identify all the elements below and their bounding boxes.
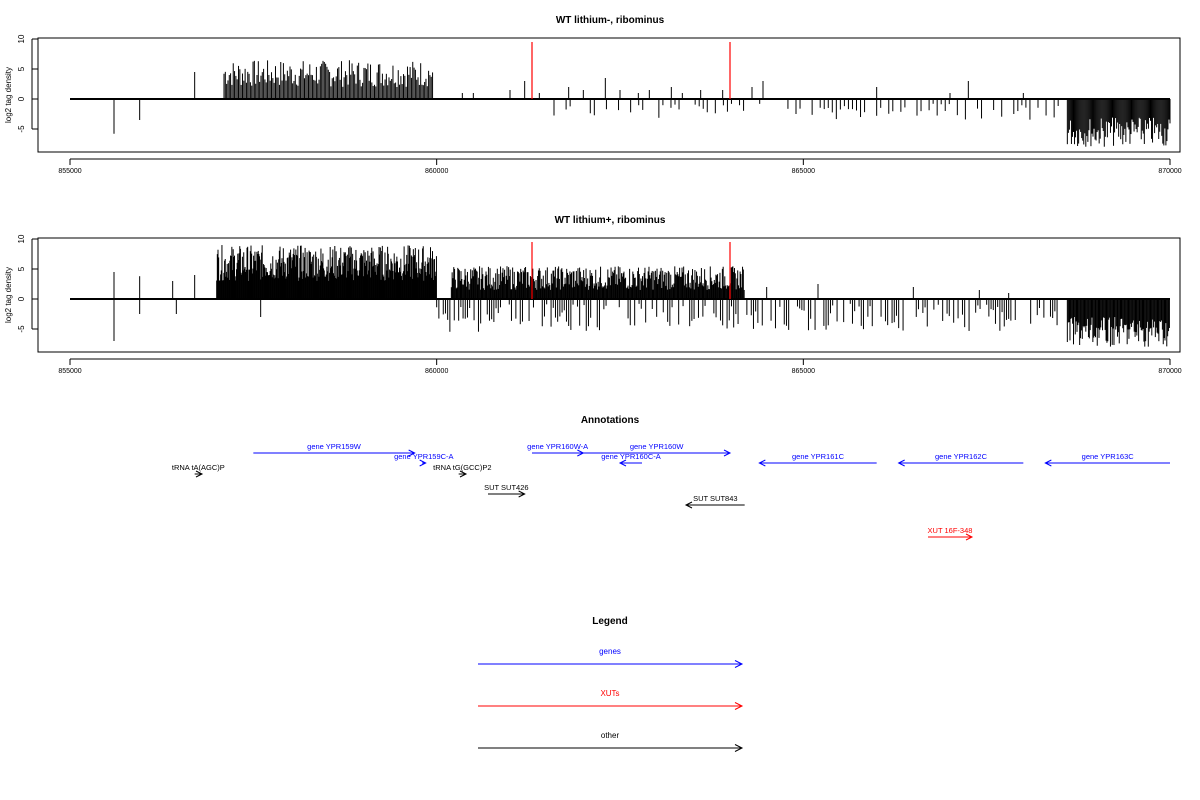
y-tick-label: 5 xyxy=(17,66,26,71)
y-axis: -5 0 5 10 xyxy=(17,34,38,133)
arrowhead-icon xyxy=(459,470,468,478)
x-tick-label: 855000 xyxy=(58,368,81,375)
arrowhead-icon xyxy=(734,702,744,710)
feature-label: XUT 16F-348 xyxy=(928,526,973,535)
annotation-feature: gene YPR160C-A xyxy=(601,452,661,467)
y-tick-label: 10 xyxy=(17,34,26,43)
annotation-feature: gene YPR159C-A xyxy=(394,452,454,467)
y-tick-label: -5 xyxy=(17,325,26,333)
x-axis: 855000 860000 865000 870000 xyxy=(58,158,1182,175)
arrowhead-icon xyxy=(577,449,585,457)
annotation-items: gene YPR159W gene YPR159C-A gene YPR160W-A… xyxy=(172,442,1170,541)
annotation-feature: SUT SUT426 xyxy=(484,483,529,498)
x-axis: 855000 860000 865000 870000 xyxy=(58,358,1182,375)
arrowhead-icon xyxy=(518,490,526,498)
annotation-feature: SUT SUT843 xyxy=(684,494,745,509)
arrowhead-icon xyxy=(723,449,732,457)
legend-label: genes xyxy=(599,647,621,656)
legend-label: XUTs xyxy=(600,689,619,698)
annotation-feature: tRNA tG(GCC)P2 xyxy=(433,463,492,478)
y-tick-label: 0 xyxy=(17,96,26,101)
arrowhead-icon xyxy=(618,459,627,467)
x-tick-label: 865000 xyxy=(792,368,815,375)
x-tick-label: 870000 xyxy=(1158,368,1181,375)
plot-frame xyxy=(37,37,1181,153)
arrowhead-icon xyxy=(758,459,766,467)
annotation-feature: XUT 16F-348 xyxy=(928,526,974,541)
arrowhead-icon xyxy=(897,459,905,467)
x-tick-label: 860000 xyxy=(425,168,448,175)
arrowhead-icon xyxy=(684,501,693,509)
x-tick-label: 855000 xyxy=(58,168,81,175)
feature-label: gene YPR161C xyxy=(792,452,845,461)
legend-item: XUTs xyxy=(478,689,744,710)
arrowhead-icon xyxy=(734,660,744,668)
legend-label: other xyxy=(601,731,620,740)
red-markers xyxy=(531,42,731,99)
annotation-feature: gene YPR161C xyxy=(758,452,877,467)
arrowhead-icon xyxy=(408,449,416,457)
panel-title: WT lithium+, ribominus xyxy=(555,215,666,226)
legend-items: genes XUTs other xyxy=(478,647,744,752)
feature-label: gene YPR160W-A xyxy=(527,442,588,451)
annotation-feature: tRNA tA(AGC)P xyxy=(172,463,225,478)
panel-title: WT lithium-, ribominus xyxy=(556,15,665,26)
signal-bars xyxy=(113,60,1171,147)
annotation-feature: gene YPR163C xyxy=(1044,452,1170,467)
feature-label: gene YPR160W xyxy=(630,442,685,451)
annotation-feature: gene YPR159W xyxy=(253,442,416,457)
track-panel-lithium-plus: WT lithium+, ribominus log2 tag density … xyxy=(4,215,1182,375)
legend-panel: Legend genes XUTs other xyxy=(478,616,744,752)
y-axis-label: log2 tag density xyxy=(4,67,13,123)
feature-label: gene YPR159W xyxy=(307,442,362,451)
legend-title: Legend xyxy=(592,616,628,627)
x-tick-label: 860000 xyxy=(425,368,448,375)
x-tick-label: 865000 xyxy=(792,168,815,175)
feature-label: SUT SUT843 xyxy=(693,494,737,503)
feature-label: gene YPR163C xyxy=(1082,452,1135,461)
plot-frame xyxy=(37,237,1181,353)
y-axis: -5 0 5 10 xyxy=(17,234,38,333)
feature-label: tRNA tA(AGC)P xyxy=(172,463,225,472)
legend-item: other xyxy=(478,731,744,752)
y-axis-label: log2 tag density xyxy=(4,267,13,323)
track-panel-lithium-minus: WT lithium-, ribominus log2 tag density … xyxy=(4,15,1182,175)
feature-label: gene YPR162C xyxy=(935,452,988,461)
red-markers xyxy=(531,242,731,299)
annotation-feature: gene YPR160W xyxy=(583,442,732,457)
y-tick-label: 10 xyxy=(17,234,26,243)
annotations-title: Annotations xyxy=(581,415,640,426)
arrowhead-icon xyxy=(965,533,974,541)
feature-label: SUT SUT426 xyxy=(484,483,528,492)
y-tick-label: -5 xyxy=(17,125,26,133)
arrowhead-icon xyxy=(195,470,204,478)
annotation-feature: gene YPR162C xyxy=(897,452,1024,467)
feature-label: gene YPR159C-A xyxy=(394,452,453,461)
arrowhead-icon xyxy=(734,744,744,752)
legend-item: genes xyxy=(478,647,744,668)
annotation-feature: gene YPR160W-A xyxy=(527,442,588,457)
feature-label: gene YPR160C-A xyxy=(601,452,660,461)
y-tick-label: 5 xyxy=(17,266,26,271)
x-tick-label: 870000 xyxy=(1158,168,1181,175)
arrowhead-icon xyxy=(1044,459,1052,467)
feature-label: tRNA tG(GCC)P2 xyxy=(433,463,491,472)
y-tick-label: 0 xyxy=(17,296,26,301)
arrowhead-icon xyxy=(419,459,427,467)
signal-bars xyxy=(113,245,1170,347)
